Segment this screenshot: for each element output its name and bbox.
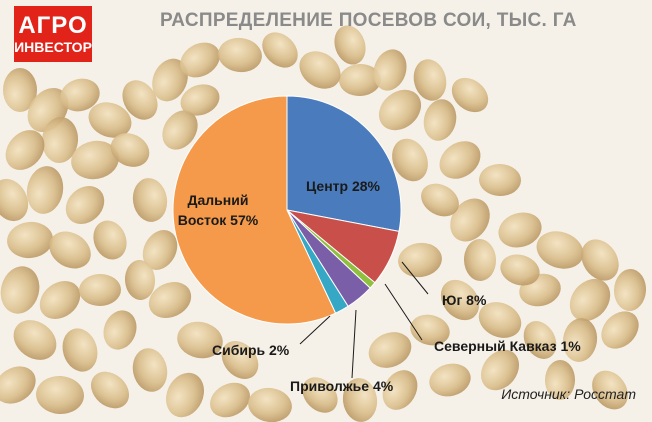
leader-line-caucasus: [384, 283, 423, 341]
logo-line-2: ИНВЕСТОР: [14, 39, 92, 55]
soybean: [262, 32, 298, 68]
soybean: [480, 349, 520, 391]
soybean: [88, 102, 132, 138]
soybean: [79, 273, 121, 307]
soybean: [429, 363, 471, 397]
soybean: [65, 186, 105, 224]
soybean: [177, 321, 223, 359]
soybean: [498, 212, 542, 248]
slice-label-caucasus: Северный Кавказ 1%: [434, 338, 581, 354]
soybean: [152, 58, 188, 102]
soybean: [536, 231, 584, 269]
soybean: [299, 51, 341, 89]
soybean: [523, 321, 557, 359]
soybean: [439, 141, 481, 179]
soybean: [342, 378, 378, 422]
soybean: [103, 310, 137, 350]
soybean: [601, 311, 639, 349]
source-note: Источник: Росстат: [501, 386, 636, 402]
soybean: [544, 360, 576, 400]
soybean: [7, 221, 53, 259]
soybean: [440, 279, 480, 321]
soybean: [3, 68, 37, 112]
logo-line-1: АГРО: [18, 12, 88, 39]
soybean: [500, 254, 540, 286]
soybean: [142, 229, 178, 271]
slice-label-siberia: Сибирь 2%: [212, 342, 290, 358]
soybean: [423, 99, 457, 141]
soybean: [421, 183, 459, 217]
slice-label-south: Юг 8%: [442, 292, 487, 308]
soybean: [392, 138, 428, 182]
soybean: [39, 280, 81, 320]
soybean: [36, 375, 84, 415]
soybean: [93, 220, 127, 260]
leader-line-siberia: [299, 315, 331, 345]
soybean: [373, 49, 407, 91]
soybean: [5, 130, 45, 170]
soybean: [398, 242, 442, 278]
soybean: [368, 332, 412, 368]
soybean: [479, 163, 521, 197]
slice-label-center: Центр 28%: [306, 178, 381, 194]
soybean: [378, 89, 422, 131]
soybean: [110, 133, 150, 167]
pie-slice-center: [286, 95, 402, 232]
soybean: [166, 372, 204, 418]
soybean: [124, 260, 156, 300]
soybean: [562, 318, 598, 362]
soybean: [71, 140, 119, 180]
soybean: [478, 302, 522, 338]
soybean: [450, 198, 490, 242]
soybean: [13, 320, 57, 360]
soybean: [209, 382, 251, 418]
soybean: [49, 231, 91, 269]
soybean: [132, 178, 168, 222]
soybean: [60, 78, 100, 112]
chart-title: РАСПРЕДЕЛЕНИЕ ПОСЕВОВ СОИ, ТЫС. ГА: [160, 10, 577, 31]
soybean: [41, 117, 79, 163]
soybean: [339, 63, 381, 97]
soybean: [148, 282, 192, 318]
soybean: [382, 370, 418, 410]
soybean: [122, 80, 158, 120]
soybean: [451, 77, 489, 113]
soybean: [334, 25, 366, 65]
soybean: [0, 266, 40, 314]
soybean: [413, 59, 447, 101]
soybean: [569, 278, 611, 322]
soybean: [132, 348, 168, 392]
soybean: [302, 377, 338, 413]
slice-label-volga: Приволжье 4%: [290, 378, 394, 394]
soybean: [62, 328, 98, 372]
soybean: [162, 110, 198, 150]
pie-slice-fareast: [172, 95, 337, 325]
soybean: [248, 387, 292, 422]
leader-line-volga: [351, 309, 357, 379]
slice-label-fareast: Дальний Восток 57%: [178, 192, 259, 228]
soybean: [0, 366, 36, 404]
leader-line-south: [401, 261, 429, 295]
soybean: [218, 37, 262, 73]
soybean: [180, 42, 220, 78]
soybean: [463, 239, 497, 281]
soybean: [592, 370, 628, 410]
soybean: [26, 166, 64, 214]
soybean: [0, 178, 29, 222]
soybean: [581, 239, 619, 281]
soybean: [90, 371, 130, 409]
soybean: [613, 269, 647, 311]
agroinvestor-logo: АГРО ИНВЕСТОР: [14, 6, 92, 62]
soybean: [221, 340, 259, 380]
soybean: [180, 84, 220, 116]
